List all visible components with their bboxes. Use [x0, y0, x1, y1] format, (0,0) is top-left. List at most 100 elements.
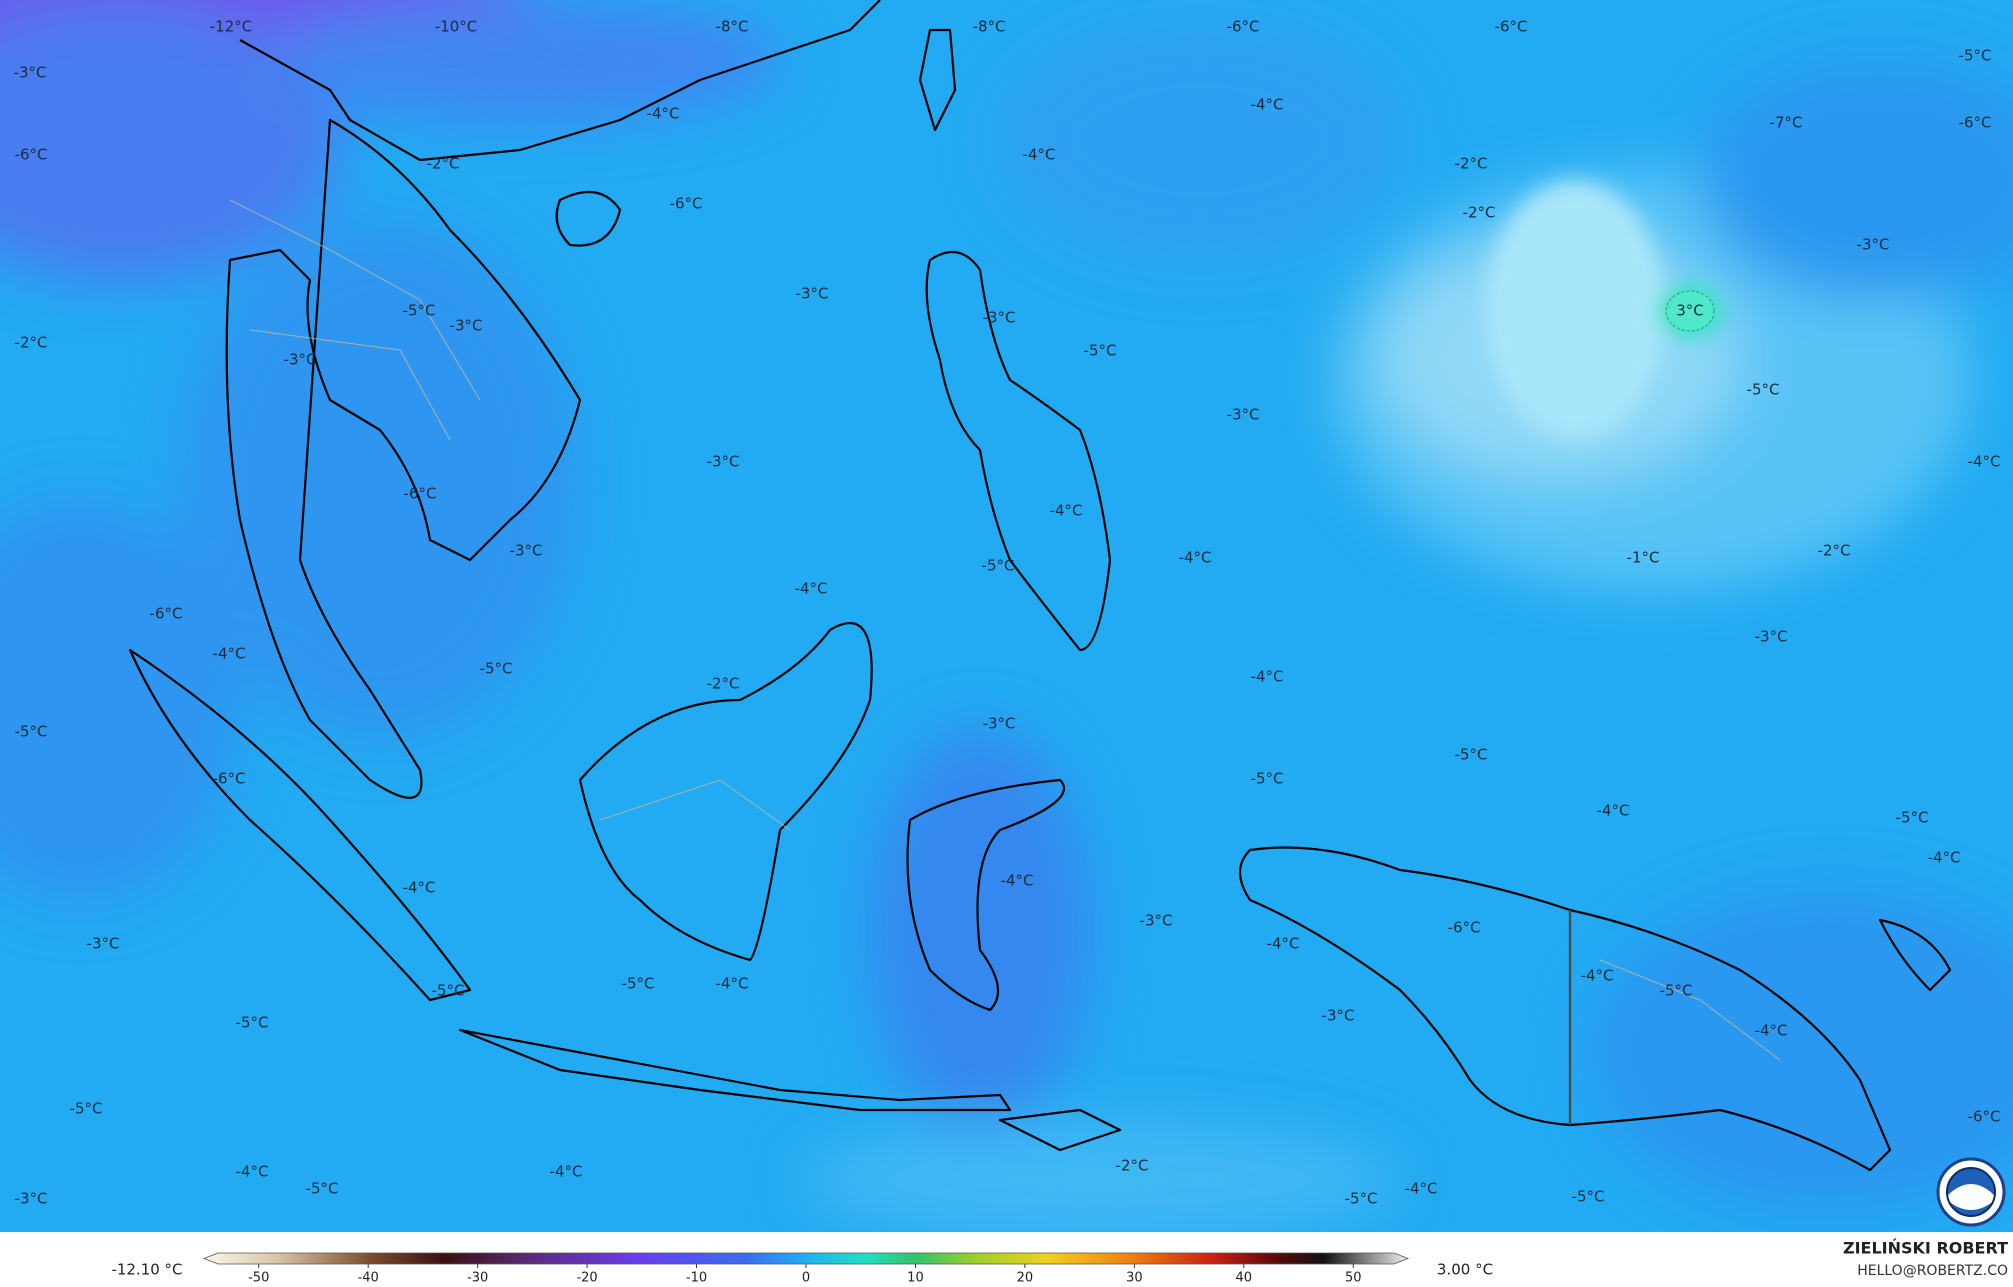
contour-label: -6°C [15, 146, 48, 164]
contour-label: -4°C [1755, 1022, 1788, 1040]
colorbar-tick-label: -40 [358, 1271, 379, 1286]
contour-label: -5°C [1345, 1190, 1378, 1208]
contour-label: -4°C [1928, 849, 1961, 867]
colorbar-tick-label: 0 [802, 1271, 810, 1286]
credit-email: HELLO@ROBERTZ.CO [1857, 1263, 2008, 1279]
contour-label: -3°C [796, 285, 829, 303]
contour-label: -2°C [1463, 204, 1496, 222]
contour-label: -5°C [1572, 1188, 1605, 1206]
contour-label: -4°C [1581, 967, 1614, 985]
contour-label: -5°C [480, 660, 513, 678]
coastlines [128, 0, 1952, 1172]
contour-label: -4°C [1050, 502, 1083, 520]
contour-label: -5°C [1896, 809, 1929, 827]
min-label: -12.10 °C [111, 1261, 182, 1279]
contour-label: -4°C [1267, 935, 1300, 953]
colorbar-tick-label: -10 [686, 1271, 707, 1286]
contour-label: -5°C [982, 557, 1015, 575]
credit-author: ZIELIŃSKI ROBERT [1843, 1239, 2008, 1258]
contour-label: -2°C [1818, 542, 1851, 560]
contour-label: -2°C [707, 675, 740, 693]
contour-label: -5°C [432, 982, 465, 1000]
contour-label: -5°C [1455, 746, 1488, 764]
contour-label: -5°C [306, 1180, 339, 1198]
contour-label: -10°C [435, 18, 477, 36]
contour-label: -6°C [404, 485, 437, 503]
colorbar [202, 1252, 1410, 1265]
contour-label: -4°C [1179, 549, 1212, 567]
contour-label: -5°C [1660, 982, 1693, 1000]
contour-label: -4°C [795, 580, 828, 598]
contour-label: -2°C [427, 155, 460, 173]
contour-label: -4°C [1023, 146, 1056, 164]
contour-label: -2°C [15, 334, 48, 352]
contour-label: -4°C [647, 105, 680, 123]
colorbar-tick-label: 50 [1345, 1271, 1362, 1286]
contour-label: -4°C [403, 879, 436, 897]
contour-label: -3°C [1857, 236, 1890, 254]
contour-label: -4°C [1251, 96, 1284, 114]
contour-label: -6°C [150, 605, 183, 623]
contour-label: -3°C [1755, 628, 1788, 646]
contour-label: -4°C [1597, 802, 1630, 820]
contour-label: -5°C [1959, 47, 1992, 65]
contour-label: -12°C [210, 18, 252, 36]
colorbar-tick-label: 30 [1126, 1271, 1143, 1286]
contour-labels: -12°C -10°C -8°C -8°C -6°C -6°C -5°C -3°C -4°C -4… [14, 18, 2001, 1208]
contour-label: -7°C [1770, 114, 1803, 132]
contour-label: -4°C [1001, 872, 1034, 890]
contour-label: -6°C [1495, 18, 1528, 36]
contour-label: -4°C [550, 1163, 583, 1181]
colorbar-area: -12.10 °C 3.00 °C ZIELIŃSKI ROBERT HELLO… [0, 1232, 2013, 1287]
contour-label: -3°C [15, 1190, 48, 1208]
contour-label: -6°C [1448, 919, 1481, 937]
borders [229, 199, 1781, 1125]
contour-label: -8°C [973, 18, 1006, 36]
contour-label: -6°C [670, 195, 703, 213]
colorbar-tick-label: -50 [248, 1271, 269, 1286]
contour-label: -6°C [1968, 1108, 2001, 1126]
colorbar-tick-label: 40 [1236, 1271, 1253, 1286]
contour-label: -3°C [1322, 1007, 1355, 1025]
contour-label: -5°C [236, 1014, 269, 1032]
contour-label: -3°C [1140, 912, 1173, 930]
colorbar-tick-label: 10 [907, 1271, 924, 1286]
colorbar-tick-label: -20 [576, 1271, 597, 1286]
colorbar-tick-label: 20 [1017, 1271, 1034, 1286]
contour-label: -5°C [403, 302, 436, 320]
contour-label: -6°C [1227, 18, 1260, 36]
contour-label: -5°C [1084, 342, 1117, 360]
contour-label: -5°C [622, 975, 655, 993]
map: -12°C -10°C -8°C -8°C -6°C -6°C -5°C -3°C -4°C -4… [0, 0, 2013, 1240]
contour-label: -3°C [983, 309, 1016, 327]
contour-label: -2°C [1116, 1157, 1149, 1175]
contour-label: -4°C [213, 645, 246, 663]
contour-label: -5°C [1251, 770, 1284, 788]
noaa-logo [1936, 1157, 2006, 1227]
colorbar-tick-label: -30 [467, 1271, 488, 1286]
contour-label: -6°C [1959, 114, 1992, 132]
contour-label: -3°C [284, 351, 317, 369]
contour-label: -3°C [510, 542, 543, 560]
contour-label: -3°C [1227, 406, 1260, 424]
contour-label: -2°C [1455, 155, 1488, 173]
max-label: 3.00 °C [1437, 1261, 1493, 1279]
contour-label: -4°C [1968, 453, 2001, 471]
contour-label: -4°C [1251, 668, 1284, 686]
contour-label: -4°C [236, 1163, 269, 1181]
contour-label: -5°C [70, 1100, 103, 1118]
warm-contour [1665, 290, 1715, 332]
contour-label: -8°C [716, 18, 749, 36]
contour-label: -3°C [983, 715, 1016, 733]
contour-label: -5°C [15, 723, 48, 741]
contour-label: -3°C [707, 453, 740, 471]
contour-label: -3°C [87, 935, 120, 953]
contour-label: -4°C [1405, 1180, 1438, 1198]
contour-label: -6°C [213, 770, 246, 788]
contour-label: -3°C [14, 64, 47, 82]
contour-label: -1°C [1627, 549, 1660, 567]
contour-label: -4°C [716, 975, 749, 993]
contour-label: -5°C [1747, 381, 1780, 399]
contour-label: -3°C [450, 317, 483, 335]
